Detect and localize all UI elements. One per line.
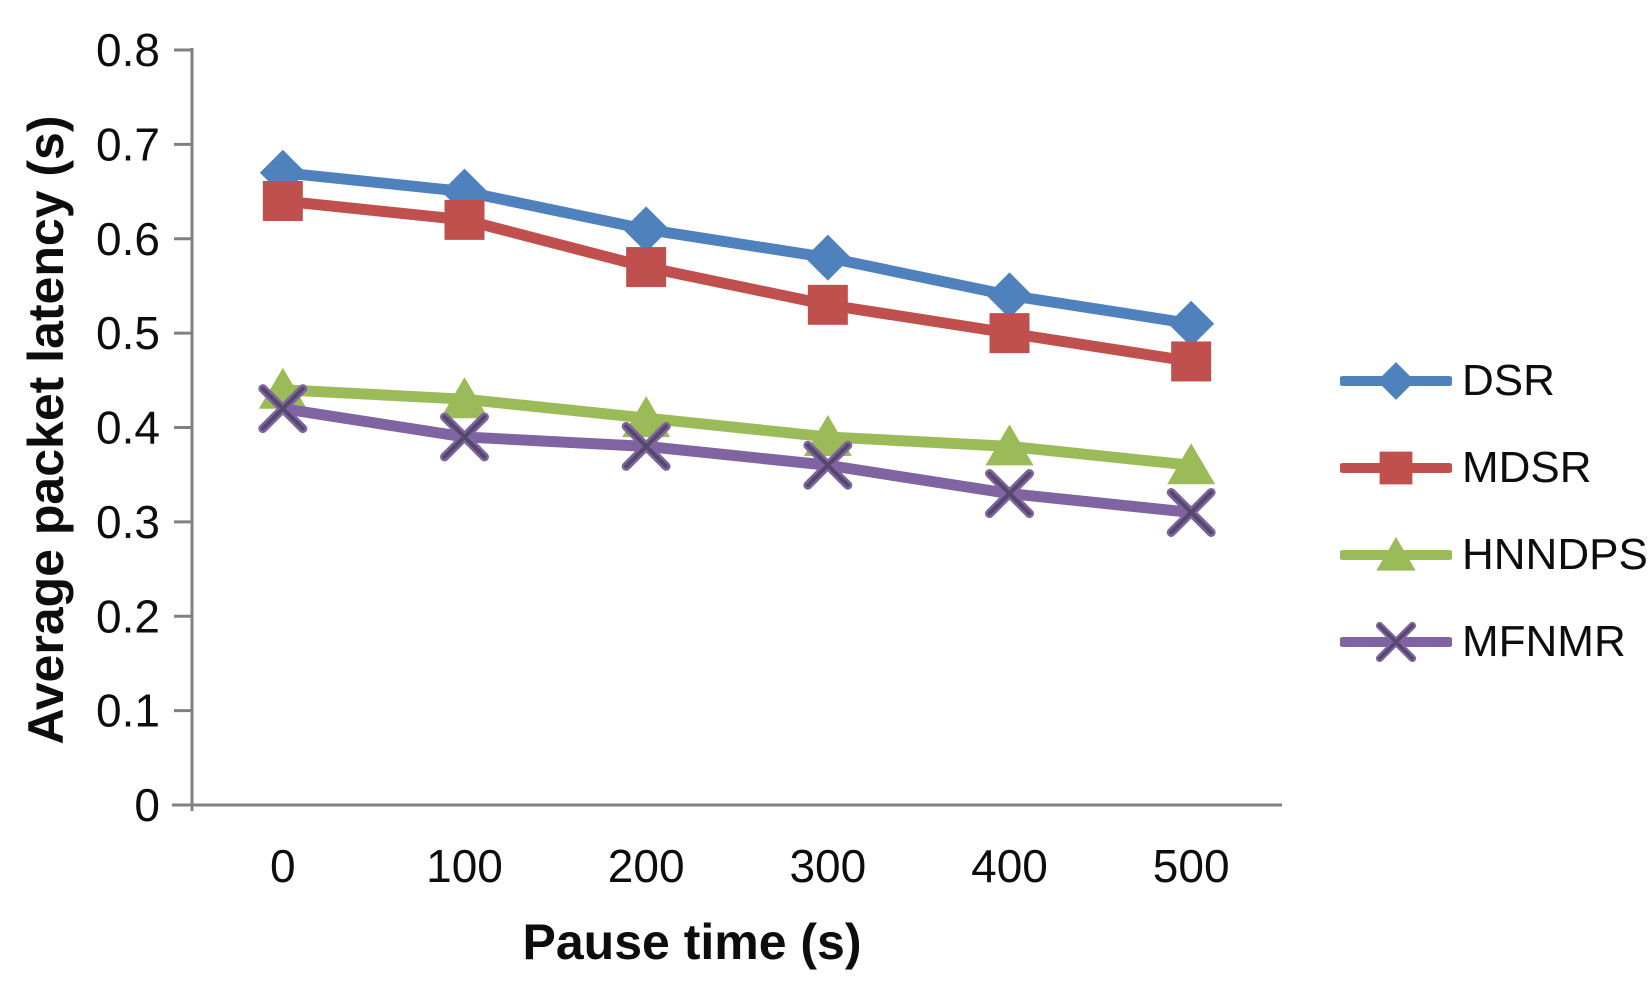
axes <box>172 48 1282 811</box>
y-tick-label: 0.5 <box>96 307 160 359</box>
y-tick-label: 0.1 <box>96 685 160 737</box>
x-marker <box>440 412 489 462</box>
square-marker <box>807 284 848 325</box>
legend-swatch <box>1340 451 1452 484</box>
x-marker <box>1375 621 1417 662</box>
legend-item-mdsr: MDSR <box>1340 424 1648 511</box>
diamond-marker <box>1377 361 1415 400</box>
series-line <box>277 384 1197 471</box>
diamond-marker <box>804 234 851 281</box>
square-marker <box>262 181 303 221</box>
x-marker <box>803 440 853 490</box>
x-tick-label: 100 <box>426 840 503 892</box>
x-marker <box>258 384 308 434</box>
x-tick-label: 400 <box>971 840 1048 892</box>
x-tick-label: 300 <box>789 840 866 892</box>
y-tick-label: 0.6 <box>96 213 160 265</box>
legend-swatch <box>1340 536 1452 571</box>
square-marker <box>1171 341 1212 382</box>
legend-swatch <box>1340 361 1452 400</box>
y-tick-label: 0.2 <box>96 590 160 642</box>
square-marker <box>626 247 667 288</box>
y-tick-label: 0 <box>134 779 160 831</box>
legend-item-hnndps: HNNDPS <box>1340 511 1648 598</box>
triangle-marker <box>1376 536 1416 571</box>
x-tick-label: 500 <box>1153 840 1230 892</box>
x-tick-label: 200 <box>608 840 685 892</box>
y-axis-ticks: 0 0.1 0.2 0.3 0.4 0.5 0.6 0.7 0.8 <box>96 24 192 831</box>
y-tick-label: 0.7 <box>96 118 160 170</box>
legend-swatch <box>1340 621 1452 662</box>
legend-item-mfnmr: MFNMR <box>1340 598 1648 685</box>
series-MDSR <box>262 181 1212 382</box>
x-axis-ticks: 0 100 200 300 400 500 <box>270 840 1230 892</box>
legend-label: MDSR <box>1462 442 1592 492</box>
square-marker <box>444 199 485 240</box>
triangle-marker <box>440 377 489 419</box>
legend: DSR MDSR HNNDPS MFNMR <box>1340 337 1648 685</box>
square-marker <box>989 313 1030 354</box>
triangle-marker <box>803 414 852 456</box>
x-tick-label: 0 <box>270 840 296 892</box>
square-marker <box>1379 451 1413 484</box>
legend-item-dsr: DSR <box>1340 337 1648 424</box>
diamond-marker <box>1168 300 1215 347</box>
legend-label: DSR <box>1462 355 1555 405</box>
diamond-marker <box>986 272 1033 319</box>
y-axis-title: Average packet latency (s) <box>18 115 74 745</box>
series-line <box>277 167 1197 330</box>
y-tick-label: 0.3 <box>96 496 160 548</box>
x-marker <box>621 421 671 471</box>
series-DSR <box>259 149 1215 347</box>
x-marker <box>985 469 1034 519</box>
triangle-marker <box>1167 443 1216 485</box>
y-tick-label: 0.8 <box>96 24 160 76</box>
series-line <box>277 195 1197 367</box>
x-axis-title: Pause time (s) <box>522 914 862 970</box>
triangle-marker <box>622 396 671 438</box>
x-marker <box>1166 487 1216 537</box>
legend-label: MFNMR <box>1462 616 1626 666</box>
series-line <box>277 403 1197 518</box>
y-tick-label: 0.4 <box>96 402 160 454</box>
triangle-marker <box>985 424 1034 466</box>
diamond-marker <box>623 206 670 253</box>
legend-label: HNNDPS <box>1462 529 1648 579</box>
series-MFNMR <box>258 384 1216 537</box>
